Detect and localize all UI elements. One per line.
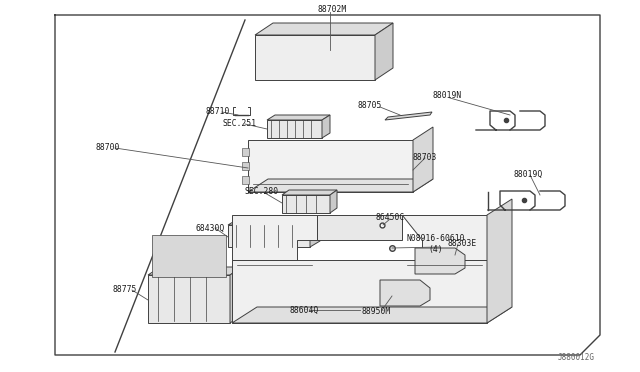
- Polygon shape: [232, 215, 317, 260]
- Polygon shape: [255, 23, 393, 35]
- Bar: [152, 235, 226, 277]
- Polygon shape: [255, 35, 375, 80]
- Polygon shape: [402, 215, 487, 260]
- Polygon shape: [385, 112, 432, 120]
- Polygon shape: [322, 115, 330, 138]
- Polygon shape: [267, 120, 322, 138]
- Polygon shape: [330, 190, 337, 213]
- Polygon shape: [282, 195, 330, 213]
- Text: 88700: 88700: [96, 144, 120, 153]
- Text: 88775: 88775: [113, 285, 137, 295]
- Polygon shape: [375, 23, 393, 80]
- Text: N08916-60610
(4): N08916-60610 (4): [407, 234, 465, 254]
- Polygon shape: [415, 248, 465, 274]
- Polygon shape: [148, 275, 230, 323]
- Polygon shape: [230, 267, 242, 323]
- Polygon shape: [413, 127, 433, 192]
- Polygon shape: [248, 179, 433, 192]
- Text: 88019N: 88019N: [433, 92, 461, 100]
- Polygon shape: [282, 190, 337, 195]
- Text: 68430Q: 68430Q: [195, 224, 225, 232]
- Polygon shape: [380, 280, 430, 306]
- Text: 88703: 88703: [413, 153, 437, 161]
- Polygon shape: [487, 199, 512, 323]
- Polygon shape: [232, 260, 487, 323]
- Bar: [242, 148, 249, 156]
- Polygon shape: [228, 219, 320, 225]
- Text: 88604Q: 88604Q: [289, 305, 319, 314]
- Text: SEC.251: SEC.251: [223, 119, 257, 128]
- Polygon shape: [148, 267, 242, 275]
- Polygon shape: [228, 225, 310, 247]
- Text: J880012G: J880012G: [558, 353, 595, 362]
- Text: 88019Q: 88019Q: [513, 170, 543, 179]
- Text: 88303E: 88303E: [447, 238, 477, 247]
- Text: 86450C: 86450C: [376, 214, 404, 222]
- Polygon shape: [310, 219, 320, 247]
- Bar: [242, 162, 249, 170]
- Text: 88702M: 88702M: [317, 6, 347, 15]
- Bar: [242, 176, 249, 184]
- Polygon shape: [267, 115, 330, 120]
- Text: 88710: 88710: [206, 108, 230, 116]
- Text: SEC.280: SEC.280: [245, 187, 279, 196]
- Text: 88705: 88705: [358, 102, 382, 110]
- Polygon shape: [248, 140, 413, 192]
- Text: 88950M: 88950M: [362, 308, 390, 317]
- Polygon shape: [232, 307, 512, 323]
- Polygon shape: [317, 215, 402, 240]
